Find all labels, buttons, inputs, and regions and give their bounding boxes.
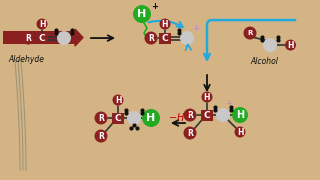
FancyBboxPatch shape [3, 31, 75, 44]
Text: H: H [204, 93, 210, 102]
Text: +: + [192, 24, 199, 33]
Circle shape [183, 109, 196, 122]
Circle shape [183, 127, 196, 140]
Circle shape [244, 27, 257, 40]
Circle shape [232, 107, 248, 123]
Circle shape [94, 130, 108, 143]
Text: R: R [98, 114, 104, 123]
Circle shape [127, 111, 141, 125]
Text: +: + [225, 99, 232, 108]
Text: C: C [162, 33, 168, 42]
Text: R: R [98, 132, 104, 141]
Text: H: H [287, 40, 294, 50]
Circle shape [159, 19, 171, 30]
Text: C: C [115, 114, 121, 123]
Text: R: R [25, 33, 31, 42]
Circle shape [216, 108, 230, 122]
Circle shape [142, 109, 160, 127]
Text: H: H [39, 20, 45, 29]
FancyBboxPatch shape [159, 33, 171, 44]
Text: H: H [146, 113, 156, 123]
Text: H: H [137, 9, 147, 19]
FancyBboxPatch shape [201, 109, 213, 121]
Text: H: H [236, 110, 244, 120]
Text: H: H [162, 20, 168, 29]
Circle shape [57, 31, 71, 45]
Text: H: H [237, 127, 243, 136]
Circle shape [263, 38, 277, 52]
Text: R: R [148, 33, 154, 42]
Text: R: R [187, 129, 193, 138]
Circle shape [113, 94, 124, 105]
Circle shape [180, 31, 194, 45]
FancyBboxPatch shape [36, 33, 48, 44]
Text: Alcohol: Alcohol [250, 57, 278, 66]
Text: R: R [187, 111, 193, 120]
Text: C: C [204, 111, 210, 120]
Circle shape [285, 40, 296, 51]
Text: H: H [115, 96, 121, 105]
Circle shape [36, 19, 47, 30]
Polygon shape [75, 29, 83, 46]
Circle shape [21, 31, 35, 45]
Circle shape [94, 112, 108, 125]
Text: Aldehyde: Aldehyde [8, 55, 44, 64]
Circle shape [145, 31, 157, 45]
Text: C: C [39, 33, 45, 42]
Circle shape [133, 5, 151, 23]
FancyBboxPatch shape [112, 112, 124, 123]
Circle shape [235, 127, 245, 138]
Text: +: + [151, 2, 158, 11]
Circle shape [202, 92, 212, 103]
Text: R: R [247, 30, 253, 36]
Text: $- H^+$: $- H^+$ [168, 111, 192, 124]
